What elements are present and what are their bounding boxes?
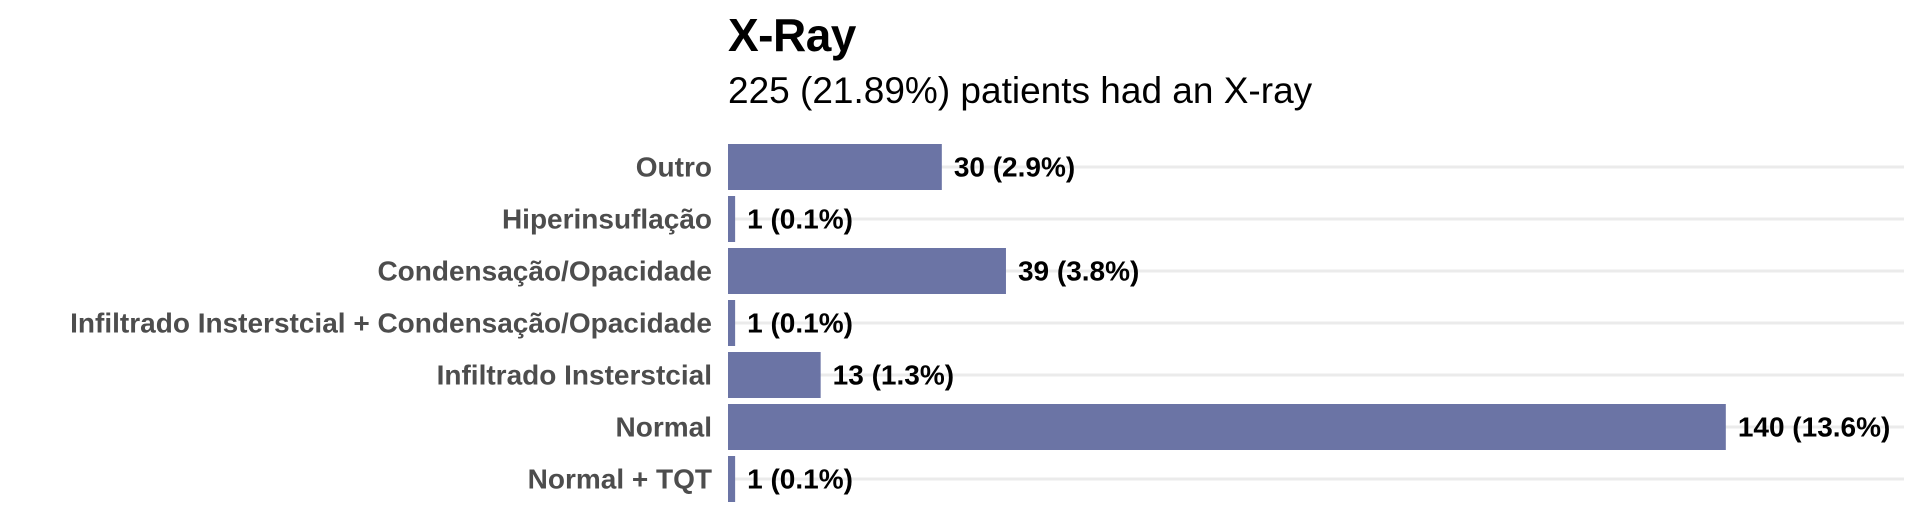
category-label-infiltrado-insterstcial-condensacao-opacidade: Infiltrado Insterstcial + Condensação/Op… <box>70 308 712 339</box>
bar-infiltrado-insterstcial-condensacao-opacidade <box>728 300 736 346</box>
category-label-outro: Outro <box>636 152 712 183</box>
value-labels: 30 (2.9%) 1 (0.1%) 39 (3.8%) 1 (0.1%) 13 (1.… <box>747 152 1890 495</box>
category-label-infiltrado-insterstcial: Infiltrado Insterstcial <box>437 360 712 391</box>
bar-condensacao-opacidade <box>728 248 1006 294</box>
category-label-hiperinsuflacao: Hiperinsuflação <box>502 204 712 235</box>
category-label-condensacao-opacidade: Condensação/Opacidade <box>377 256 712 287</box>
value-label-normal: 140 (13.6%) <box>1738 412 1891 443</box>
bar-infiltrado-insterstcial <box>728 352 821 398</box>
category-labels: Outro Hiperinsuflação Condensação/Opacidad… <box>70 152 712 495</box>
chart-subtitle: 225 (21.89%) patients had an X-ray <box>728 70 1313 111</box>
bar-normal-tqt <box>728 456 736 502</box>
chart-title: X-Ray <box>728 9 856 61</box>
bar-hiperinsuflacao <box>728 196 736 242</box>
value-label-normal-tqt: 1 (0.1%) <box>747 464 853 495</box>
category-label-normal-tqt: Normal + TQT <box>528 464 712 495</box>
value-label-hiperinsuflacao: 1 (0.1%) <box>747 204 853 235</box>
bar-outro <box>728 144 942 190</box>
value-label-outro: 30 (2.9%) <box>954 152 1075 183</box>
bars <box>728 144 1726 502</box>
category-label-normal: Normal <box>616 412 712 443</box>
value-label-infiltrado-insterstcial-condensacao-opacidade: 1 (0.1%) <box>747 308 853 339</box>
value-label-condensacao-opacidade: 39 (3.8%) <box>1018 256 1139 287</box>
bar-normal <box>728 404 1726 450</box>
value-label-infiltrado-insterstcial: 13 (1.3%) <box>833 360 954 391</box>
